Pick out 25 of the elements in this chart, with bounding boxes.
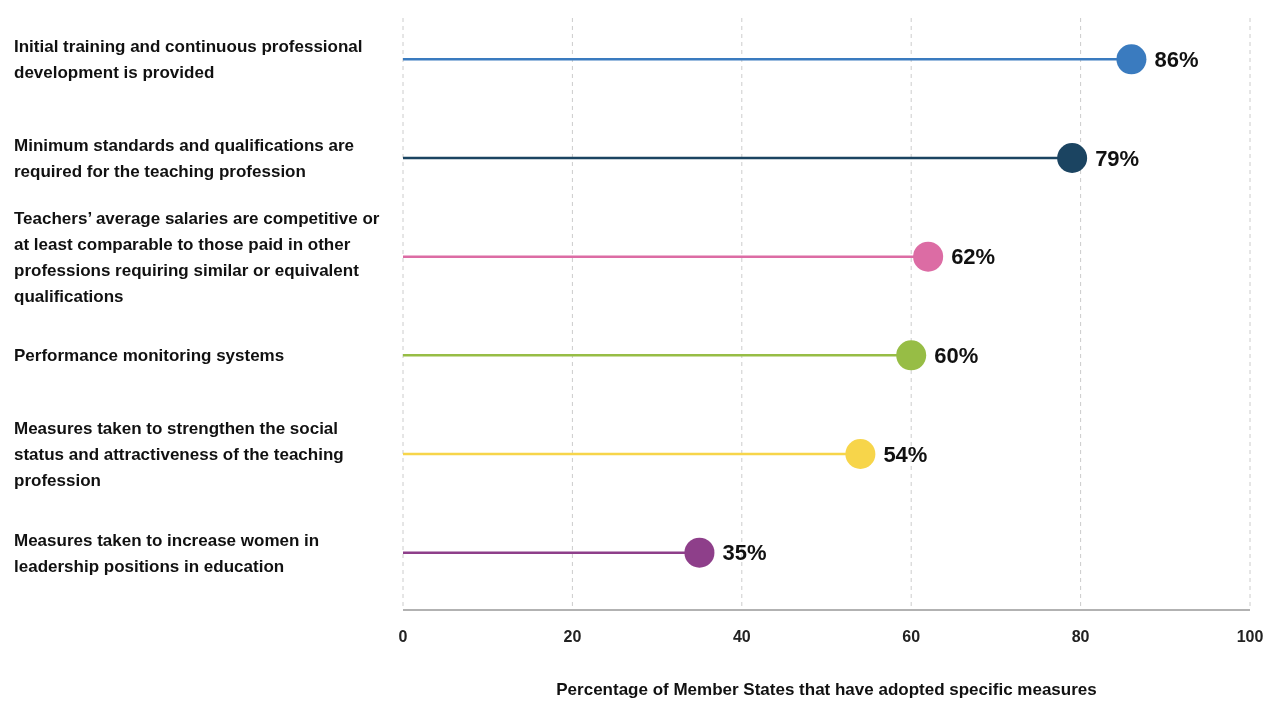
data-label: 79% <box>1095 145 1140 171</box>
data-label: 54% <box>883 441 928 467</box>
data-label: 60% <box>934 343 979 369</box>
x-tick-label: 40 <box>732 628 751 645</box>
point <box>1057 143 1088 173</box>
point <box>1116 44 1147 75</box>
x-tick-label: 100 <box>1236 628 1264 645</box>
data-label: 62% <box>951 244 996 270</box>
x-tick-label: 20 <box>563 628 582 645</box>
data-label: 86% <box>1154 47 1199 73</box>
x-axis-title: Percentage of Member States that have adopted specific measures <box>556 680 1097 699</box>
point <box>684 537 715 568</box>
y-tick-label: Initial training and continuous professional development is provided <box>14 37 363 83</box>
y-tick-label: Teachers’ average salaries are competitive or at least comparable to those paid in other professions requiring similar or equivalent qualifications <box>14 208 380 306</box>
point <box>913 241 944 272</box>
y-tick-label: Measures taken to increase women in leadership positions in education <box>14 530 320 576</box>
y-tick-label: Performance monitoring systems <box>14 346 285 366</box>
x-tick-label: 0 <box>398 628 408 645</box>
y-tick-label: Measures taken to strengthen the social status and attractiveness of the teaching profession <box>14 418 344 490</box>
data-label: 35% <box>722 540 767 566</box>
x-tick-label: 60 <box>902 628 921 645</box>
x-tick-label: 80 <box>1071 628 1090 645</box>
point <box>896 340 927 371</box>
y-tick-label: Minimum standards and qualifications are required for the teaching profession <box>14 135 355 181</box>
point <box>845 439 876 469</box>
